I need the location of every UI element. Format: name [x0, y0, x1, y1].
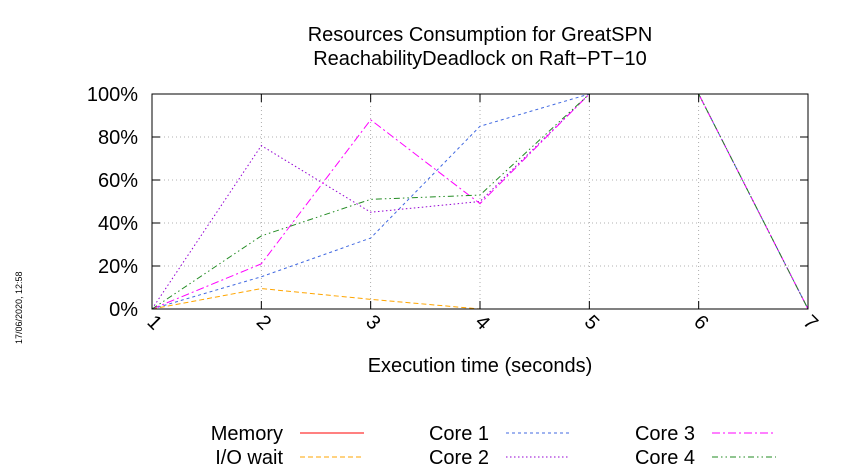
x-axis-title: Execution time (seconds)	[368, 355, 593, 377]
timestamp: 17/06/2020, 12:58	[14, 271, 24, 344]
chart-title-line-1: Resources Consumption for GreatSPN	[308, 24, 653, 46]
y-tick-label: 20%	[98, 256, 138, 278]
y-tick-label: 100%	[87, 84, 138, 106]
y-tick-label: 0%	[109, 299, 138, 321]
x-tick-label: 7	[799, 311, 822, 334]
x-tick-label: 6	[689, 311, 712, 334]
legend-label-core-4: Core 4	[635, 447, 695, 469]
x-tick-label: 2	[252, 311, 275, 334]
x-tick-label: 5	[580, 311, 603, 334]
y-tick-label: 80%	[98, 127, 138, 149]
legend-label-memory: Memory	[211, 423, 283, 445]
x-tick-label: 1	[143, 311, 166, 334]
legend-label-core-1: Core 1	[429, 423, 489, 445]
legend-label-core-3: Core 3	[635, 423, 695, 445]
legend-label-core-2: Core 2	[429, 447, 489, 469]
series-lines	[151, 93, 809, 310]
series-line-i-o-wait	[151, 288, 590, 310]
axis-ticks: 0% 20% 40% 60% 80% 100% 1 2 3 4 5 6 7	[87, 84, 822, 334]
chart-title-line-2: ReachabilityDeadlock on Raft−PT−10	[313, 48, 647, 70]
y-tick-label: 60%	[98, 170, 138, 192]
legend-label-i-o-wait: I/O wait	[215, 447, 283, 469]
grid	[152, 94, 808, 309]
y-tick-label: 40%	[98, 213, 138, 235]
x-tick-label: 4	[471, 311, 494, 334]
series-line-core-1	[151, 93, 809, 310]
x-tick-label: 3	[361, 311, 384, 334]
series-line-core-3	[151, 93, 809, 310]
